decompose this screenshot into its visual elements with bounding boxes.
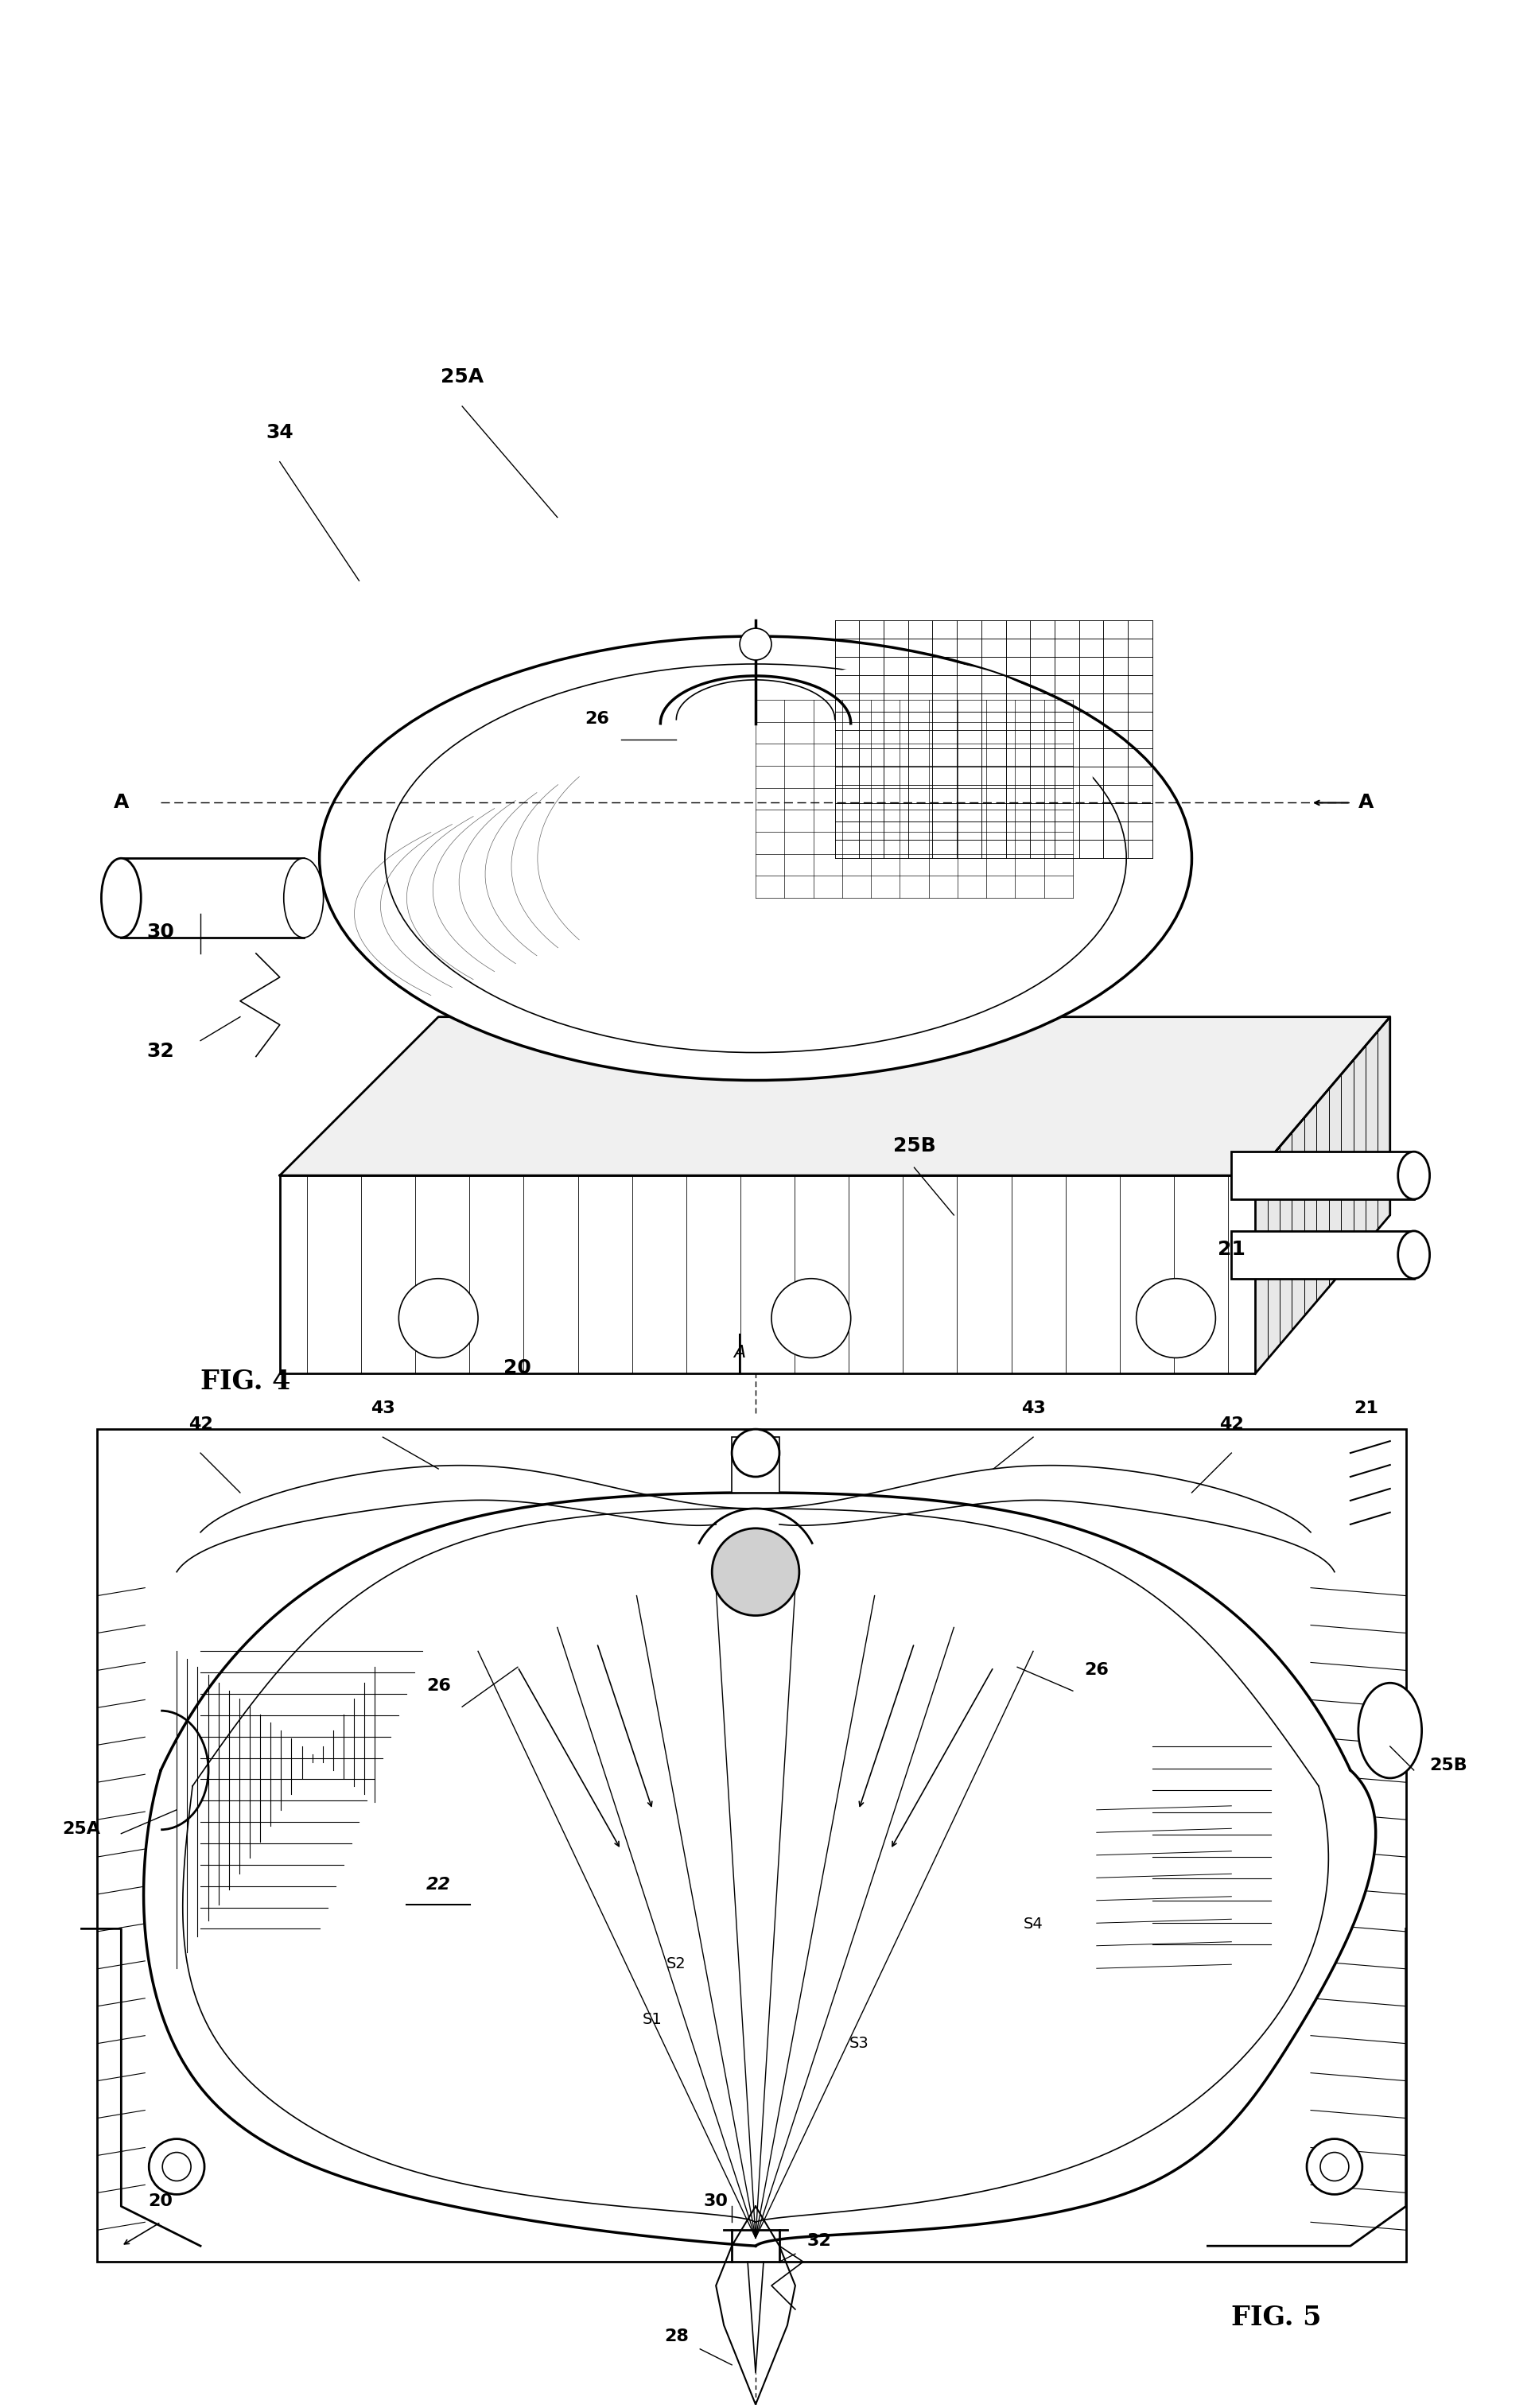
Ellipse shape xyxy=(735,660,1093,898)
Circle shape xyxy=(1136,1279,1216,1358)
Ellipse shape xyxy=(284,857,324,937)
Ellipse shape xyxy=(101,857,141,937)
Text: 25A: 25A xyxy=(441,368,484,385)
Text: 25A: 25A xyxy=(63,1820,101,1837)
Text: 25B: 25B xyxy=(1429,1758,1467,1772)
Ellipse shape xyxy=(1358,1683,1421,1777)
Text: 26: 26 xyxy=(427,1678,451,1695)
Text: 32: 32 xyxy=(807,2232,832,2249)
Text: 28: 28 xyxy=(665,2329,689,2345)
Polygon shape xyxy=(1231,1230,1414,1279)
Text: 30: 30 xyxy=(147,922,175,942)
Polygon shape xyxy=(732,1438,780,1493)
Text: 26: 26 xyxy=(1084,1662,1108,1678)
Circle shape xyxy=(149,2138,204,2194)
Polygon shape xyxy=(121,857,304,937)
Polygon shape xyxy=(1256,1016,1391,1373)
Text: S3: S3 xyxy=(849,2035,869,2052)
Ellipse shape xyxy=(319,636,1191,1081)
Circle shape xyxy=(740,628,772,660)
Polygon shape xyxy=(1231,1151,1414,1199)
Text: 22: 22 xyxy=(427,1876,451,1893)
Text: 42: 42 xyxy=(189,1416,213,1433)
Text: 34: 34 xyxy=(266,424,293,443)
Circle shape xyxy=(712,1529,800,1616)
Text: S2: S2 xyxy=(666,1955,686,1972)
Text: 26: 26 xyxy=(585,710,609,727)
Circle shape xyxy=(399,1279,477,1358)
Text: S1: S1 xyxy=(643,2013,662,2028)
Text: 43: 43 xyxy=(1021,1401,1045,1416)
Text: 21: 21 xyxy=(1217,1240,1245,1259)
Circle shape xyxy=(732,1430,780,1476)
Text: 20: 20 xyxy=(149,2194,173,2211)
Bar xyxy=(97,1430,1406,2261)
Text: FIG. 4: FIG. 4 xyxy=(201,1368,290,1394)
Text: A: A xyxy=(1358,792,1374,811)
Text: 42: 42 xyxy=(1219,1416,1243,1433)
Text: 25B: 25B xyxy=(893,1137,936,1156)
Text: S4: S4 xyxy=(1024,1917,1042,1931)
Text: 43: 43 xyxy=(370,1401,394,1416)
Text: A: A xyxy=(734,1346,746,1361)
Ellipse shape xyxy=(1398,1230,1429,1279)
Text: FIG. 5: FIG. 5 xyxy=(1231,2304,1322,2331)
Circle shape xyxy=(772,1279,850,1358)
Polygon shape xyxy=(279,1175,1256,1373)
Polygon shape xyxy=(279,1016,1391,1175)
Text: 30: 30 xyxy=(703,2194,728,2211)
Text: 20: 20 xyxy=(503,1358,531,1377)
Circle shape xyxy=(1320,2153,1349,2182)
Text: 32: 32 xyxy=(147,1040,175,1060)
Text: 21: 21 xyxy=(1354,1401,1378,1416)
Polygon shape xyxy=(144,1493,1375,2247)
Circle shape xyxy=(1306,2138,1362,2194)
Text: A: A xyxy=(114,792,129,811)
Ellipse shape xyxy=(1398,1151,1429,1199)
Circle shape xyxy=(163,2153,190,2182)
